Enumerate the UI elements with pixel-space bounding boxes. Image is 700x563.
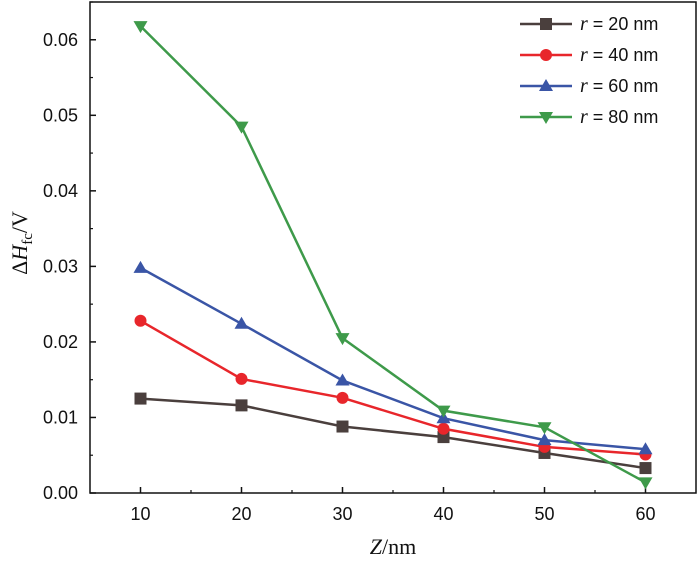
data-point xyxy=(436,405,451,418)
x-axis-unit: /nm xyxy=(382,534,416,559)
series-4 xyxy=(133,21,653,490)
legend-item: r = 40 nm xyxy=(520,44,658,66)
y-axis-subscript: fc xyxy=(20,233,36,245)
legend-swatch-marker xyxy=(539,112,553,124)
data-point xyxy=(537,422,552,435)
y-tick-label: 0.01 xyxy=(43,407,78,427)
data-point xyxy=(537,433,552,446)
legend-label-value: = 20 nm xyxy=(588,14,659,34)
series-1 xyxy=(134,392,652,475)
legend-label-var: r xyxy=(580,13,588,35)
series-line xyxy=(140,397,646,470)
x-tick-label: 50 xyxy=(534,504,554,524)
x-tick-label: 60 xyxy=(635,504,655,524)
data-point xyxy=(638,442,653,455)
legend-label: r = 60 nm xyxy=(580,75,658,97)
series-line xyxy=(139,319,646,456)
legend-label-var: r xyxy=(580,75,588,97)
legend-label: r = 40 nm xyxy=(580,44,658,66)
series-3 xyxy=(133,260,653,455)
data-point xyxy=(336,391,349,404)
legend-swatch-marker xyxy=(539,79,553,91)
legend-swatch-marker xyxy=(540,49,552,61)
legend-swatch-marker xyxy=(540,18,552,30)
y-tick-label: 0.05 xyxy=(43,105,78,125)
data-point xyxy=(234,316,249,329)
data-point xyxy=(134,392,147,405)
data-point xyxy=(133,260,148,273)
legend-item: r = 80 nm xyxy=(520,106,658,128)
data-point xyxy=(134,314,147,327)
data-point xyxy=(437,431,450,444)
legend-label-value: = 40 nm xyxy=(588,45,659,65)
y-axis-prefix: Δ xyxy=(7,261,32,275)
x-tick-label: 20 xyxy=(231,504,251,524)
y-tick-label: 0.04 xyxy=(43,181,78,201)
y-tick-label: 0.02 xyxy=(43,332,78,352)
legend-item: r = 60 nm xyxy=(520,75,658,97)
legend-label: r = 20 nm xyxy=(580,13,658,35)
data-point xyxy=(335,333,350,346)
y-tick-label: 0.06 xyxy=(43,30,78,50)
legend-label-var: r xyxy=(580,44,588,66)
y-axis-var: H xyxy=(7,244,32,262)
data-point xyxy=(336,420,349,433)
data-point xyxy=(335,373,350,386)
x-tick-label: 10 xyxy=(130,504,150,524)
legend-label-value: = 60 nm xyxy=(588,76,659,96)
series-2 xyxy=(134,314,652,461)
legend: r = 20 nmr = 40 nmr = 60 nmr = 80 nm xyxy=(520,13,658,128)
legend-label-value: = 80 nm xyxy=(588,107,659,127)
y-tick-label: 0.03 xyxy=(43,256,78,276)
data-point xyxy=(437,422,450,435)
data-point xyxy=(639,462,652,475)
legend-label: r = 80 nm xyxy=(580,106,658,128)
data-point xyxy=(638,477,653,490)
y-axis-unit: /V xyxy=(7,211,32,233)
y-tick-label: 0.00 xyxy=(43,483,78,503)
data-point xyxy=(133,21,148,34)
x-axis-label: Z/nm xyxy=(370,534,416,559)
data-point xyxy=(235,372,248,385)
x-tick-label: 40 xyxy=(433,504,453,524)
x-axis-var: Z xyxy=(370,534,383,559)
y-axis-label: ΔHfc/V xyxy=(7,211,36,275)
series-line xyxy=(139,25,647,484)
data-point xyxy=(235,399,248,412)
legend-label-var: r xyxy=(580,106,588,128)
data-point xyxy=(234,121,249,134)
x-tick-label: 30 xyxy=(332,504,352,524)
legend-item: r = 20 nm xyxy=(520,13,658,35)
series-line xyxy=(139,266,646,451)
